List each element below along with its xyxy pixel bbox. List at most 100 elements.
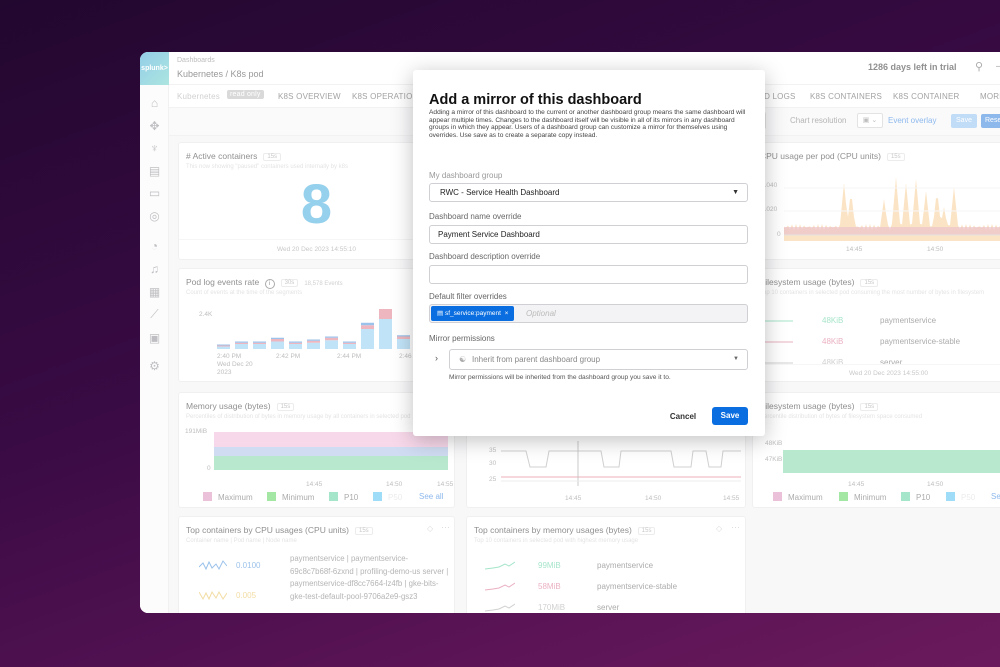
- remove-chip-icon[interactable]: ×: [504, 310, 509, 317]
- more-button[interactable]: –: [996, 61, 1000, 72]
- more-icon[interactable]: ···: [441, 522, 450, 532]
- dashboard-group-name[interactable]: Kubernetes: [177, 92, 220, 101]
- row-value: 48KiB: [822, 358, 844, 367]
- splunk-logo[interactable]: splunk>: [140, 52, 169, 85]
- lock-icon[interactable]: ◇: [427, 524, 434, 533]
- x-tick: 2:42 PM: [276, 353, 301, 360]
- event-overlay-link[interactable]: Event overlay: [888, 116, 937, 125]
- x-tick: 14:55: [723, 495, 740, 502]
- area-series: [784, 177, 1000, 241]
- panel-title: Top containers by CPU usages (CPU units)…: [186, 525, 373, 535]
- resolution-badge: 15s: [263, 152, 282, 161]
- storage-icon[interactable]: ▣: [148, 331, 161, 345]
- row-name[interactable]: paymentservice: [880, 316, 937, 325]
- description-override-input[interactable]: [429, 265, 748, 284]
- x-tick: 14:55: [437, 481, 454, 488]
- tab-k8s-containers[interactable]: K8S CONTAINERS: [810, 92, 882, 101]
- cpu-value: 0.0100: [236, 561, 261, 570]
- grid-icon[interactable]: ▦: [148, 285, 161, 299]
- bar-segment: [217, 346, 230, 349]
- mirror-permissions-select[interactable]: ☯ Inherit from parent dashboard group ▼: [449, 349, 748, 370]
- more-icon[interactable]: ···: [731, 522, 740, 532]
- panel-description: Count of events at the time of the segme…: [186, 290, 303, 296]
- panel-description: Percentiles of distribution of bytes in …: [186, 414, 411, 420]
- dialog-title: Add a mirror of this dashboard: [429, 92, 642, 108]
- title-text: # Active containers: [186, 151, 258, 161]
- bar-segment: [343, 344, 356, 349]
- breadcrumb[interactable]: Kubernetes / K8s pod: [177, 69, 264, 79]
- panel-description: Top 10 containers in selected pod consum…: [760, 290, 985, 296]
- legend-minimum[interactable]: Minimum: [267, 492, 314, 502]
- row-name[interactable]: server: [880, 358, 903, 367]
- save-mirror-button[interactable]: Save: [712, 407, 748, 425]
- read-only-badge: read only: [227, 90, 264, 99]
- container-name[interactable]: paymentservice | paymentservice-69c8c7b6…: [290, 554, 449, 601]
- legend-p50[interactable]: P50: [946, 492, 975, 502]
- hierarchy-icon: ☯: [459, 355, 467, 364]
- database-icon[interactable]: ◎: [149, 209, 160, 223]
- settings-icon[interactable]: ⚙: [149, 359, 160, 373]
- home-icon[interactable]: ⌂: [150, 96, 159, 110]
- bar-segment: [217, 344, 230, 346]
- network-icon[interactable]: ✥: [149, 119, 160, 133]
- area-p50: [214, 447, 448, 456]
- area-series: [784, 227, 1000, 235]
- y-tick: 0.020: [761, 206, 778, 213]
- gauge-icon[interactable]: ◔: [150, 239, 159, 253]
- breadcrumb-parent[interactable]: Dashboards: [177, 57, 215, 64]
- dialog-description: Adding a mirror of this dashboard to the…: [429, 109, 746, 139]
- row-name[interactable]: paymentservice: [597, 561, 654, 570]
- legend-maximum[interactable]: Maximum: [203, 492, 253, 502]
- legend-p50[interactable]: P50: [373, 492, 402, 502]
- bar-segment: [325, 340, 338, 349]
- chart-resolution-select[interactable]: ▣ ⌄: [857, 113, 883, 128]
- bar-segment: [397, 339, 410, 349]
- panel-title: Memory usage (bytes) 15s: [186, 401, 295, 411]
- expand-chevron-icon[interactable]: ›: [435, 353, 438, 363]
- ruler-icon[interactable]: ⟋: [150, 307, 159, 321]
- browser-icon[interactable]: ▭: [148, 186, 161, 200]
- bell-icon[interactable]: ♫: [150, 262, 159, 276]
- panel-pod-log-events: Pod log events rate i 30s 18,578 Events Co…: [178, 268, 455, 382]
- filter-overrides-input[interactable]: ▤ sf_service:payment × Optional: [429, 304, 748, 323]
- row-name[interactable]: paymentservice-stable: [880, 337, 961, 346]
- bar-segment: [271, 339, 284, 342]
- name-override-input[interactable]: Payment Service Dashboard: [429, 225, 748, 244]
- tab-more[interactable]: MORE: [980, 92, 1000, 101]
- bar-segment: [307, 339, 320, 341]
- save-button[interactable]: Save: [951, 114, 977, 128]
- tab-k8s-overview[interactable]: K8S OVERVIEW: [278, 92, 341, 101]
- cancel-button[interactable]: Cancel: [669, 412, 697, 421]
- reset-button[interactable]: Reset: [981, 114, 1000, 128]
- sparkline: [763, 341, 793, 343]
- bar-segment: [325, 336, 338, 338]
- tab-k8s-container[interactable]: K8S CONTAINER: [893, 92, 960, 101]
- resolution-badge: 30s: [280, 278, 299, 287]
- tab-k8s-operations[interactable]: K8S OPERATIONS: [352, 92, 425, 101]
- hierarchy-icon[interactable]: ♆: [150, 141, 159, 155]
- mirror-permissions-label: Mirror permissions: [429, 334, 495, 343]
- row-name[interactable]: server: [597, 603, 620, 612]
- cpu-value: 0.005: [236, 591, 257, 600]
- filter-chip[interactable]: ▤ sf_service:payment ×: [431, 306, 515, 321]
- see-all-link[interactable]: See all: [419, 492, 444, 501]
- legend-p10[interactable]: P10: [901, 492, 930, 502]
- panel-description: Percentile distribution of bytes of file…: [760, 414, 923, 420]
- x-tick: 14:50: [645, 495, 662, 502]
- see-all-link[interactable]: See all: [991, 492, 1000, 501]
- x-tick: 2:40 PM: [217, 353, 242, 360]
- panel-title: Pod log events rate i 30s 18,578 Events: [186, 277, 343, 289]
- title-text: Top containers by memory usages (bytes): [474, 525, 632, 535]
- event-count: 18,578 Events: [304, 281, 343, 287]
- legend-maximum[interactable]: Maximum: [773, 492, 823, 502]
- lock-icon[interactable]: ◇: [716, 524, 723, 533]
- row-name[interactable]: paymentservice-stable: [597, 582, 678, 591]
- search-icon[interactable]: ⚲: [975, 61, 984, 73]
- legend-p10[interactable]: P10: [329, 492, 358, 502]
- row-value: 48KiB: [822, 337, 844, 346]
- legend-minimum[interactable]: Minimum: [839, 492, 886, 502]
- dashboard-group-select[interactable]: RWC - Service Health Dashboard ▼: [429, 183, 748, 202]
- info-icon[interactable]: i: [264, 279, 275, 289]
- document-icon[interactable]: ▤: [148, 164, 161, 178]
- title-text: Pod log events rate: [186, 277, 260, 287]
